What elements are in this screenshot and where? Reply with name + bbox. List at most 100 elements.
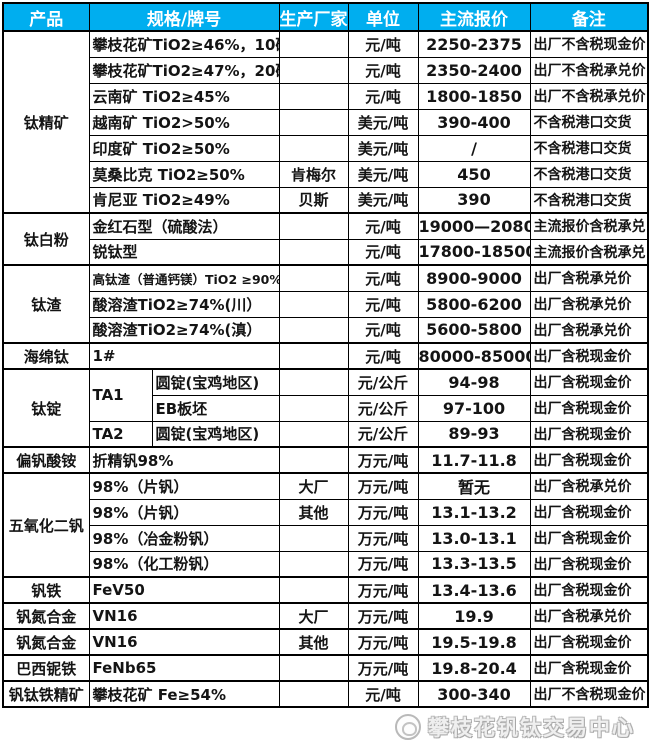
note-cell: 出厂含税现金价 <box>529 628 649 656</box>
price-cell: 11.7-11.8 <box>417 446 531 474</box>
product-cell: 巴西铌铁 <box>2 654 90 682</box>
spec-cell: 印度矿 TiO2≥50% <box>88 134 280 162</box>
note-cell: 不含税港口交货 <box>529 160 649 188</box>
price-cell: / <box>417 134 531 162</box>
table-row: 98%（片钒） 其他 万元/吨 13.1-13.2 出厂含税现金价 <box>3 498 649 526</box>
product-cell: 偏钒酸铵 <box>2 446 90 474</box>
note-cell: 出厂含税承兑价 <box>529 316 649 344</box>
spec-cell: 酸溶渣TiO2≥74%(川） <box>88 290 280 318</box>
product-cell: 钛精矿 <box>2 30 90 214</box>
spec-cell: 攀枝花矿 Fe≥54% <box>88 680 280 708</box>
spec-cell: 肯尼亚 TiO2≥49% <box>88 186 280 214</box>
note-cell: 不含税港口交货 <box>529 108 649 136</box>
table-row: 五氧化二钒 98%（片钒） 大厂 万元/吨 暂无 出厂含税承兑价 <box>2 472 649 578</box>
watermark-text: 攀枝花钒钛交易中心 <box>428 716 635 740</box>
col-header-note: 备注 <box>529 2 649 32</box>
producer-cell <box>278 576 349 604</box>
col-header-producer: 生产厂家 <box>278 2 349 32</box>
spec-cell: 莫桑比克 TiO2≥50% <box>88 160 280 188</box>
product-cell: 钛渣 <box>2 264 90 344</box>
table-row: 98%（冶金粉钒） 万元/吨 13.0-13.1 出厂含税现金价 <box>3 524 649 552</box>
note-cell: 出厂含税现金价 <box>529 420 649 448</box>
table-row: 钒氮合金 VN16 其他 万元/吨 19.5-19.8 出厂含税现金价 <box>2 628 649 656</box>
price-cell: 5600-5800 <box>417 316 531 344</box>
note-cell: 出厂不含税现金价 <box>529 680 649 708</box>
unit-cell: 万元/吨 <box>347 550 419 578</box>
unit-cell: 元/吨 <box>347 238 419 266</box>
price-table: 产品 规格/牌号 生产厂家 单位 主流报价 备注 钛精矿 攀枝花矿TiO2≥46… <box>2 2 649 708</box>
producer-cell <box>278 134 349 162</box>
note-cell: 出厂含税承兑价 <box>529 264 649 292</box>
form-cell: 圆锭(宝鸡地区) <box>151 368 280 396</box>
price-cell: 390-400 <box>417 108 531 136</box>
price-cell: 5800-6200 <box>417 290 531 318</box>
note-cell: 不含税港口交货 <box>529 134 649 162</box>
producer-cell: 大厂 <box>278 602 349 630</box>
note-cell: 主流报价含税承兑 <box>529 238 649 266</box>
unit-cell: 元/吨 <box>347 82 419 110</box>
unit-cell: 元/吨 <box>347 264 419 292</box>
producer-cell <box>278 56 349 84</box>
table-row: 钒氮合金 VN16 大厂 万元/吨 19.9 出厂含税承兑价 <box>2 602 649 630</box>
note-cell: 出厂含税现金价 <box>529 654 649 682</box>
unit-cell: 万元/吨 <box>347 472 419 500</box>
unit-cell: 万元/吨 <box>347 576 419 604</box>
table-row: 海绵钛 1# 元/吨 80000-85000 出厂含税现金价 <box>2 342 649 370</box>
spec-cell: VN16 <box>88 628 280 656</box>
price-cell: 13.1-13.2 <box>417 498 531 526</box>
producer-cell <box>278 212 349 240</box>
product-cell: 钛白粉 <box>2 212 90 266</box>
price-cell: 94-98 <box>417 368 531 396</box>
col-header-unit: 单位 <box>347 2 419 32</box>
unit-cell: 元/吨 <box>347 342 419 370</box>
col-header-product: 产品 <box>2 2 90 32</box>
table-row: 钒铁 FeV50 万元/吨 13.4-13.6 出厂含税现金价 <box>2 576 649 604</box>
note-cell: 出厂含税承兑价 <box>529 290 649 318</box>
price-cell: 89-93 <box>417 420 531 448</box>
producer-cell <box>278 290 349 318</box>
unit-cell: 美元/吨 <box>347 134 419 162</box>
unit-cell: 元/公斤 <box>347 394 419 422</box>
price-cell: 13.0-13.1 <box>417 524 531 552</box>
spec-cell: 越南矿 TiO2>50% <box>88 108 280 136</box>
product-cell: 海绵钛 <box>2 342 90 370</box>
note-cell: 出厂含税承兑价 <box>529 602 649 630</box>
producer-cell <box>278 420 349 448</box>
producer-cell <box>278 316 349 344</box>
note-cell: 出厂含税现金价 <box>529 368 649 396</box>
producer-cell <box>278 30 349 58</box>
table-row: 偏钒酸铵 折精钒98% 万元/吨 11.7-11.8 出厂含税现金价 <box>2 446 649 474</box>
note-cell: 不含税港口交货 <box>529 186 649 214</box>
spec-cell: FeV50 <box>88 576 280 604</box>
producer-cell <box>278 550 349 578</box>
spec-cell: 98%（片钒） <box>88 472 280 500</box>
product-cell: 钒钛铁精矿 <box>2 680 90 708</box>
price-cell: 19.9 <box>417 602 531 630</box>
col-header-price: 主流报价 <box>417 2 531 32</box>
table-row: 钛白粉 金红石型（硫酸法） 元/吨 19000—20800 主流报价含税承兑 <box>2 212 649 266</box>
price-cell: 19000—20800 <box>417 212 531 240</box>
unit-cell: 元/吨 <box>347 316 419 344</box>
form-cell: 圆锭(宝鸡地区) <box>151 420 280 448</box>
note-cell: 出厂含税现金价 <box>529 576 649 604</box>
table-row: 钛精矿 攀枝花矿TiO2≥46%，10矿 元/吨 2250-2375 出厂不含税… <box>2 30 649 214</box>
unit-cell: 万元/吨 <box>347 628 419 656</box>
producer-cell: 贝斯 <box>278 186 349 214</box>
price-cell: 19.5-19.8 <box>417 628 531 656</box>
spec-cell: 高钛渣（普通钙镁）TiO2 ≥90% <box>88 264 280 292</box>
price-cell: 2250-2375 <box>417 30 531 58</box>
unit-cell: 元/公斤 <box>347 368 419 396</box>
unit-cell: 元/吨 <box>347 56 419 84</box>
table-row: 攀枝花矿TiO2≥47%，20矿 元/吨 2350-2400 出厂不含税承兑价 <box>3 56 649 84</box>
spec-cell: 云南矿 TiO2≥45% <box>88 82 280 110</box>
price-cell: 300-340 <box>417 680 531 708</box>
producer-cell <box>278 342 349 370</box>
producer-cell <box>278 680 349 708</box>
producer-cell: 其他 <box>278 628 349 656</box>
price-cell: 13.4-13.6 <box>417 576 531 604</box>
table-row: 越南矿 TiO2>50% 美元/吨 390-400 不含税港口交货 <box>3 108 649 136</box>
table-row: 云南矿 TiO2≥45% 元/吨 1800-1850 出厂不含税承兑价 <box>3 82 649 110</box>
product-cell: 钒氮合金 <box>2 628 90 656</box>
producer-cell <box>278 108 349 136</box>
